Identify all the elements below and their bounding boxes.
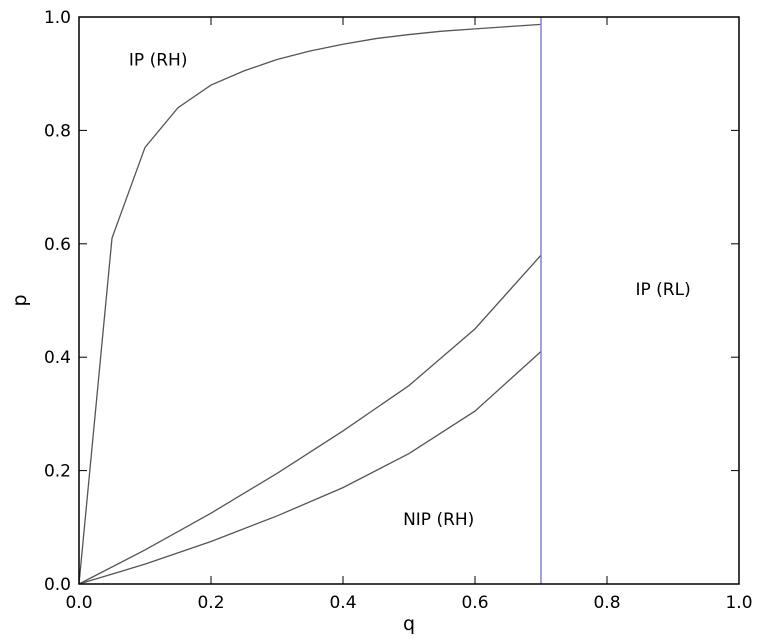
x-tick-label: 0.4 [329, 593, 356, 613]
x-tick-label: 0.6 [461, 593, 488, 613]
x-axis-label: q [403, 613, 415, 635]
region-label: IP (RL) [635, 280, 690, 300]
y-tick-label: 0.0 [44, 575, 71, 595]
y-tick-label: 1.0 [44, 8, 71, 28]
y-tick-label: 0.8 [44, 121, 71, 141]
region-label: NIP (RH) [403, 510, 474, 530]
y-tick-label: 0.2 [44, 462, 71, 482]
y-axis-label: p [9, 294, 31, 306]
annotations: IP (RH) IP (RL) NIP (RH) [129, 51, 691, 530]
x-tick-label: 0.8 [593, 593, 620, 613]
tick-layer [78, 16, 740, 585]
plot-frame [78, 16, 740, 585]
y-tick-label: 0.4 [44, 348, 71, 368]
tick-labels: 0.0 0.2 0.4 0.6 0.8 1.0 0.0 0.2 0.4 0.6 0.8 1.0 [44, 8, 753, 613]
series-layer [78, 23, 542, 585]
x-tick-label: 0.2 [197, 593, 224, 613]
x-tick-label: 0.0 [65, 593, 92, 613]
x-tick-label: 1.0 [725, 593, 752, 613]
series-line-2 [78, 254, 542, 585]
y-tick-label: 0.6 [44, 235, 71, 255]
series-line-3 [78, 351, 542, 585]
region-label: IP (RH) [129, 51, 188, 71]
series-line-1 [78, 23, 542, 585]
